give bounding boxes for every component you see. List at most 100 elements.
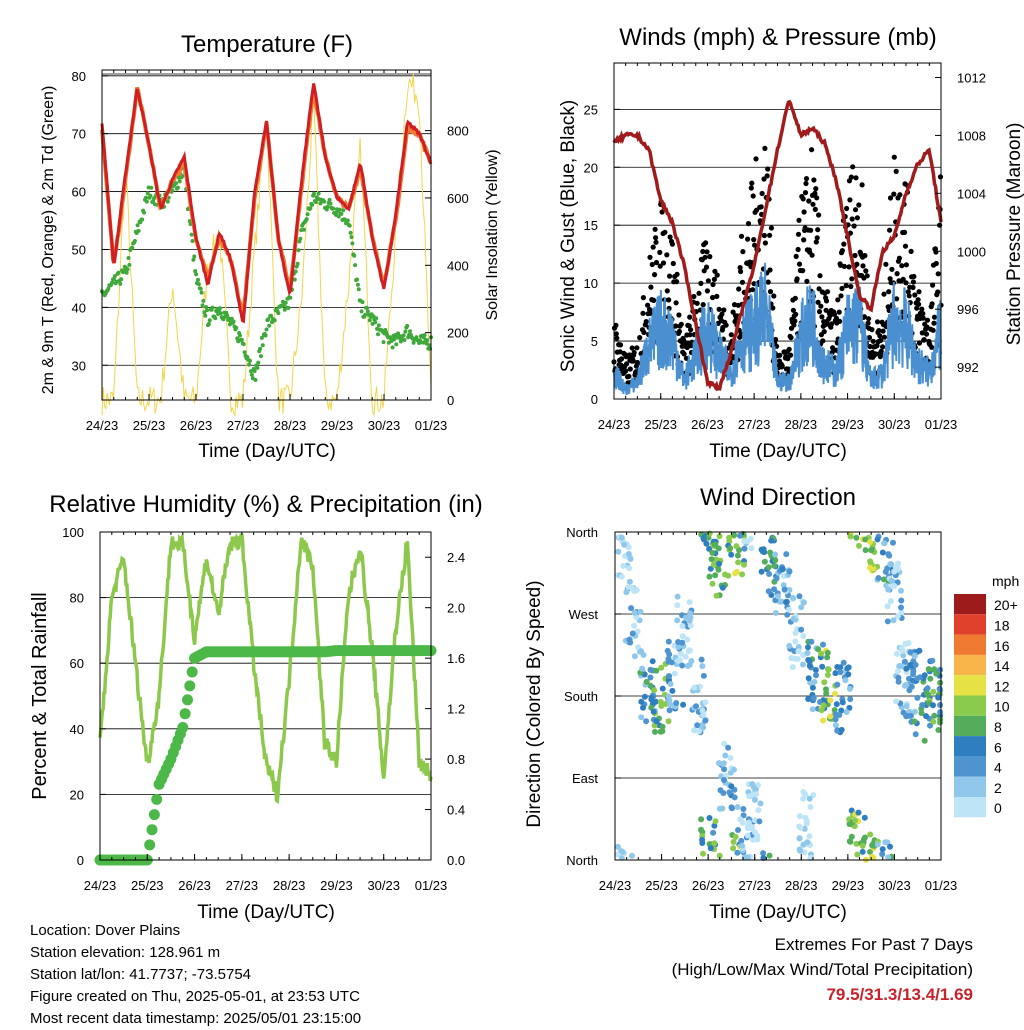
direction-point bbox=[680, 701, 687, 708]
direction-point bbox=[861, 814, 868, 821]
direction-point bbox=[912, 661, 919, 668]
gust-point bbox=[854, 215, 860, 221]
direction-point bbox=[766, 852, 773, 859]
direction-point bbox=[789, 664, 796, 671]
direction-point bbox=[804, 839, 811, 846]
gust-point bbox=[634, 359, 640, 366]
dewpoint-point bbox=[189, 232, 194, 237]
direction-point bbox=[626, 565, 633, 572]
precip-point bbox=[146, 824, 158, 836]
y-tick-label: 60 bbox=[70, 656, 84, 671]
gust-point bbox=[758, 204, 764, 210]
dewpoint-point bbox=[296, 248, 301, 253]
gust-point bbox=[806, 198, 812, 204]
direction-point bbox=[647, 674, 654, 681]
humidity-title: Relative Humidity (%) & Precipitation (i… bbox=[49, 491, 482, 518]
dewpoint-point bbox=[199, 290, 204, 295]
direction-point bbox=[885, 586, 892, 593]
dewpoint-point bbox=[371, 314, 376, 319]
direction-tick-label: East bbox=[572, 771, 598, 786]
dewpoint-point bbox=[247, 362, 252, 367]
elevation-text: Station elevation: 128.961 m bbox=[30, 944, 221, 961]
direction-point bbox=[738, 842, 745, 849]
gust-point bbox=[698, 280, 704, 286]
dewpoint-point bbox=[402, 338, 407, 342]
gust-point bbox=[710, 281, 716, 288]
dewpoint-point bbox=[255, 365, 260, 370]
dewpoint-point bbox=[127, 262, 132, 267]
direction-point bbox=[796, 593, 803, 600]
gust-point bbox=[931, 314, 938, 320]
gust-point bbox=[916, 301, 922, 307]
gust-point bbox=[643, 319, 649, 325]
dewpoint-point bbox=[313, 200, 318, 205]
direction-point bbox=[734, 849, 741, 856]
direction-point bbox=[709, 580, 716, 587]
dewpoint-point bbox=[337, 207, 342, 212]
gust-point bbox=[856, 202, 862, 208]
gust-point bbox=[687, 332, 693, 338]
gust-point bbox=[921, 337, 927, 343]
gust-point bbox=[847, 197, 853, 203]
gust-point bbox=[630, 358, 636, 364]
gust-point bbox=[674, 271, 680, 277]
precip-point bbox=[186, 666, 198, 678]
direction-point bbox=[746, 819, 752, 826]
gust-point bbox=[881, 334, 888, 340]
direction-point bbox=[833, 701, 840, 708]
dewpoint-point bbox=[130, 245, 135, 250]
direction-point bbox=[700, 672, 707, 679]
dewpoint-point bbox=[422, 333, 427, 338]
dewpoint-point bbox=[112, 274, 117, 279]
direction-point bbox=[711, 840, 718, 847]
gust-point bbox=[852, 252, 858, 259]
gust-point bbox=[740, 249, 746, 255]
direction-point bbox=[903, 681, 910, 688]
direction-point bbox=[929, 657, 936, 664]
gust-point bbox=[839, 285, 845, 292]
gust-point bbox=[851, 223, 857, 229]
gust-point bbox=[681, 351, 687, 357]
dewpoint-point bbox=[327, 197, 332, 202]
wind-line bbox=[613, 262, 942, 396]
dewpoint-point bbox=[365, 306, 369, 310]
direction-point bbox=[706, 815, 713, 821]
gust-point bbox=[629, 345, 635, 351]
gust-point bbox=[800, 196, 806, 202]
dewpoint-point bbox=[427, 343, 432, 348]
dewpoint-point bbox=[341, 208, 346, 213]
direction-point bbox=[671, 670, 678, 677]
direction-point bbox=[786, 642, 793, 649]
direction-point bbox=[725, 572, 732, 579]
humidity-line bbox=[98, 532, 433, 805]
direction-point bbox=[719, 805, 726, 812]
direction-point bbox=[800, 633, 807, 639]
station-info: Location: Dover Plains Station elevation… bbox=[30, 920, 361, 1030]
direction-point bbox=[659, 728, 666, 735]
gust-point bbox=[645, 302, 651, 308]
direction-point bbox=[887, 843, 893, 850]
extremes-values: 79.5/31.3/13.4/1.69 bbox=[826, 985, 973, 1004]
direction-point bbox=[720, 790, 727, 796]
timestamp-text: Most recent data timestamp: 2025/05/01 2… bbox=[30, 1010, 362, 1027]
dewpoint-point bbox=[142, 210, 146, 215]
gust-point bbox=[920, 311, 926, 317]
direction-point bbox=[790, 615, 797, 622]
gust-point bbox=[707, 254, 713, 260]
dewpoint-point bbox=[140, 217, 145, 222]
gust-point bbox=[853, 175, 859, 181]
gust-point bbox=[829, 321, 835, 327]
direction-point bbox=[893, 650, 900, 657]
y2-tick-label: 1.2 bbox=[447, 702, 465, 717]
direction-point bbox=[795, 648, 802, 655]
dewpoint-point bbox=[269, 313, 274, 318]
legend-swatch bbox=[954, 776, 986, 797]
gust-point bbox=[916, 340, 923, 346]
x-tick-label: 27/23 bbox=[738, 878, 771, 893]
dewpoint-point bbox=[401, 333, 406, 338]
x-tick-label: 01/23 bbox=[415, 418, 448, 433]
gust-point bbox=[887, 195, 894, 201]
dewpoint-point bbox=[394, 342, 399, 347]
direction-point bbox=[737, 816, 744, 823]
direction-point bbox=[734, 804, 741, 810]
